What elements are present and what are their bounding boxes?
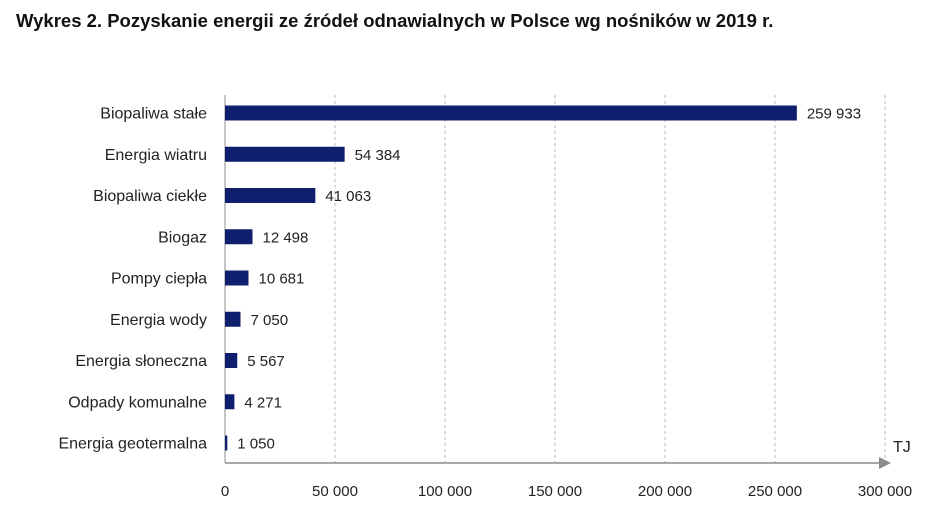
value-label: 5 567 xyxy=(247,353,285,370)
bar-8 xyxy=(225,394,235,410)
x-tick-label: 100 000 xyxy=(418,483,472,500)
category-label: Pompy ciepła xyxy=(111,271,207,288)
x-tick-label: 200 000 xyxy=(638,483,692,500)
bar-9 xyxy=(225,435,228,451)
value-label: 259 933 xyxy=(807,106,861,123)
bar-7 xyxy=(225,353,238,368)
bar-3 xyxy=(225,188,316,203)
x-axis-arrow-icon xyxy=(879,457,891,469)
value-label: 4 271 xyxy=(244,394,282,411)
bar-4 xyxy=(225,229,253,245)
category-label: Biopaliwa stałe xyxy=(100,106,207,123)
value-label: 10 681 xyxy=(258,271,304,288)
value-label: 7 050 xyxy=(251,312,289,329)
category-label: Energia wody xyxy=(110,312,207,329)
chart-title: Wykres 2. Pozyskanie energii ze źródeł o… xyxy=(16,10,774,31)
category-label: Biopaliwa ciekłe xyxy=(93,188,207,205)
value-label: 12 498 xyxy=(262,229,308,246)
bar-2 xyxy=(225,146,345,162)
x-tick-label: 150 000 xyxy=(528,483,582,500)
category-label: Biogaz xyxy=(158,229,207,246)
category-label: Energia słoneczna xyxy=(75,353,207,370)
category-label: Odpady komunalne xyxy=(68,394,207,411)
x-axis-unit-label: TJ xyxy=(893,439,911,456)
value-label: 41 063 xyxy=(325,188,371,205)
value-label: 54 384 xyxy=(355,147,401,164)
x-tick-label: 300 000 xyxy=(858,483,912,500)
bar-5 xyxy=(225,270,249,286)
x-tick-label: 250 000 xyxy=(748,483,802,500)
x-tick-label: 50 000 xyxy=(312,483,358,500)
bar-1 xyxy=(225,105,797,121)
category-label: Energia wiatru xyxy=(105,147,207,164)
value-label: 1 050 xyxy=(237,436,275,453)
x-tick-label: 0 xyxy=(221,483,229,500)
category-label: Energia geotermalna xyxy=(58,436,207,453)
bar-6 xyxy=(225,311,241,327)
